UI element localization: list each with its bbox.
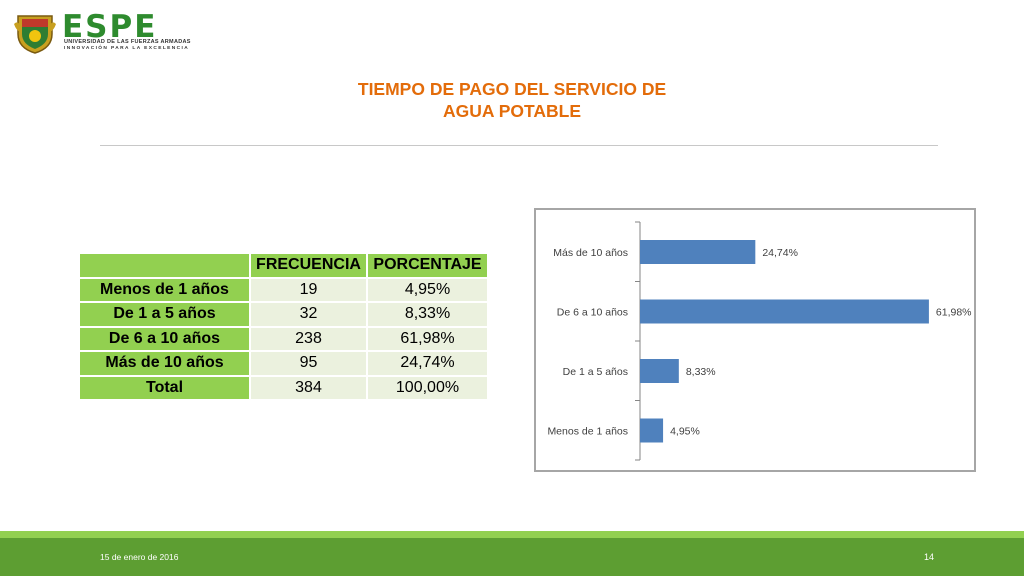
total-percentage: 100,00% — [366, 374, 489, 401]
bar — [640, 418, 664, 443]
table-row: Menos de 1 años 19 4,95% — [78, 276, 489, 303]
bar — [640, 359, 679, 383]
row-frequency: 95 — [249, 350, 368, 377]
footer-bar — [0, 538, 1024, 576]
table-row: Más de 10 años 95 24,74% — [78, 350, 489, 377]
category-tick-label: De 1 a 5 años — [563, 366, 628, 378]
footer-date: 15 de enero de 2016 — [100, 552, 179, 562]
header-cell-porcentaje: PORCENTAJE — [366, 252, 489, 279]
espe-logo: ESPE UNIVERSIDAD DE LAS FUERZAS ARMADAS … — [14, 10, 199, 54]
table-total-row: Total 384 100,00% — [78, 374, 489, 401]
row-frequency: 238 — [249, 325, 368, 352]
bar-chart: Más de 10 años 24,74% De 6 a 10 años 61,98%… — [534, 208, 976, 472]
crest-icon — [14, 15, 56, 54]
frequency-table: FRECUENCIA PORCENTAJE Menos de 1 años 19… — [78, 252, 489, 401]
row-percentage: 61,98% — [366, 325, 489, 352]
row-frequency: 32 — [249, 301, 368, 328]
row-label: Menos de 1 años — [78, 276, 251, 303]
bar — [640, 299, 929, 324]
category-tick-label: De 6 a 10 años — [557, 307, 628, 319]
brand-university: UNIVERSIDAD DE LAS FUERZAS ARMADAS — [64, 39, 191, 45]
header-cell-blank — [78, 252, 251, 279]
category-tick-label: Más de 10 años — [553, 247, 628, 259]
total-label: Total — [78, 374, 251, 401]
row-percentage: 4,95% — [366, 276, 489, 303]
table-row: De 1 a 5 años 32 8,33% — [78, 301, 489, 328]
title-divider — [100, 145, 938, 146]
row-label: Más de 10 años — [78, 350, 251, 377]
brand-motto: INNOVACIÓN PARA LA EXCELENCIA — [64, 46, 190, 51]
bar-value-label: 4,95% — [670, 426, 700, 438]
row-label: De 1 a 5 años — [78, 301, 251, 328]
category-tick-label: Menos de 1 años — [547, 426, 628, 438]
slide-title-line2: AGUA POTABLE — [442, 101, 582, 121]
row-percentage: 24,74% — [366, 350, 489, 377]
bar-value-label: 8,33% — [686, 366, 716, 378]
total-frequency: 384 — [249, 374, 368, 401]
table-row: De 6 a 10 años 238 61,98% — [78, 325, 489, 352]
bar-chart-svg: Más de 10 años 24,74% De 6 a 10 años 61,98%… — [547, 221, 972, 461]
bar — [640, 240, 756, 264]
slide-title: TIEMPO DE PAGO DEL SERVICIO DE AGUA POTA… — [262, 78, 762, 122]
footer-stripe — [0, 531, 1024, 538]
bar-value-label: 24,74% — [762, 247, 798, 259]
table-header-row: FRECUENCIA PORCENTAJE — [78, 252, 489, 279]
header-cell-frecuencia: FRECUENCIA — [249, 252, 368, 279]
brand-name: ESPE — [62, 9, 158, 45]
bar-value-label: 61,98% — [936, 307, 972, 319]
row-percentage: 8,33% — [366, 301, 489, 328]
row-label: De 6 a 10 años — [78, 325, 251, 352]
slide-title-line1: TIEMPO DE PAGO DEL SERVICIO DE — [357, 79, 667, 99]
page-number: 14 — [924, 552, 935, 562]
row-frequency: 19 — [249, 276, 368, 303]
